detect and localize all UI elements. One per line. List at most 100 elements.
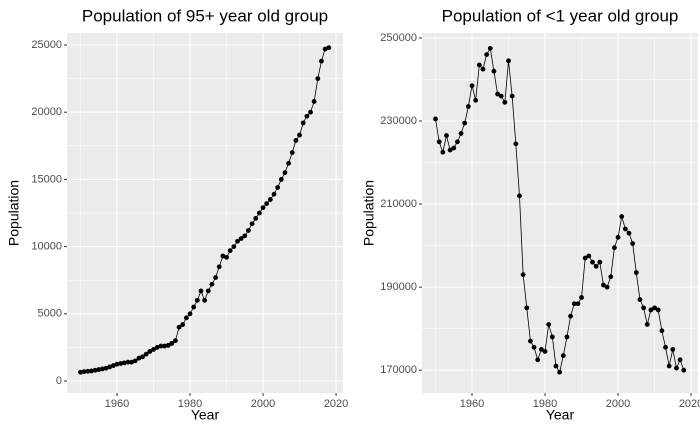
data-point — [513, 141, 519, 147]
data-point — [458, 131, 464, 136]
data-point — [235, 238, 240, 244]
x-tick-label: 1980 — [178, 398, 202, 410]
data-point — [267, 197, 273, 202]
data-point — [586, 253, 592, 259]
data-point — [264, 201, 270, 206]
data-point — [308, 109, 313, 115]
data-point — [531, 344, 537, 350]
y-tick-label: 25000 — [31, 39, 62, 51]
data-point — [590, 259, 595, 265]
data-point — [564, 334, 570, 340]
x-tick-label: 1960 — [460, 398, 484, 410]
data-point — [582, 255, 588, 261]
data-point — [271, 191, 277, 197]
data-point — [194, 297, 200, 303]
data-point — [107, 364, 113, 370]
y-axis-label: Population — [6, 180, 22, 246]
data-point — [278, 177, 284, 182]
data-point — [158, 343, 164, 349]
data-point — [304, 113, 310, 119]
data-point — [100, 366, 105, 372]
data-point — [549, 334, 555, 340]
data-point — [147, 349, 153, 354]
data-point — [162, 343, 167, 349]
data-point — [282, 170, 288, 176]
data-point — [326, 45, 332, 51]
data-point — [286, 160, 292, 166]
data-point — [498, 93, 504, 99]
x-tick-label: 2000 — [606, 398, 630, 410]
y-axis-label: Population — [361, 180, 377, 246]
data-point — [593, 263, 599, 269]
data-point — [187, 311, 193, 317]
data-point — [191, 304, 197, 310]
data-point — [183, 315, 189, 321]
data-point — [260, 205, 266, 211]
data-point — [666, 363, 672, 369]
data-point — [455, 139, 460, 145]
data-point — [568, 313, 573, 319]
data-point — [608, 274, 614, 280]
data-point — [579, 295, 584, 300]
data-point — [451, 145, 457, 151]
y-tick-label: 190000 — [380, 281, 417, 293]
data-point — [81, 369, 87, 374]
data-point — [224, 254, 229, 260]
data-point — [433, 116, 438, 122]
x-tick-label: 2020 — [679, 398, 700, 410]
data-point — [180, 322, 186, 327]
data-point — [524, 305, 530, 311]
y-tick-label: 210000 — [380, 198, 417, 210]
data-point — [176, 324, 182, 330]
data-point — [495, 91, 500, 97]
data-point — [297, 132, 302, 138]
data-point — [535, 357, 541, 363]
data-point — [509, 93, 515, 99]
data-point — [571, 301, 577, 307]
data-point — [502, 99, 508, 105]
data-point — [169, 340, 175, 346]
data-point — [289, 150, 295, 155]
data-point — [253, 215, 259, 221]
data-point — [256, 210, 262, 216]
x-tick-label: 1960 — [105, 398, 129, 410]
y-tick-label: 0 — [56, 375, 62, 387]
data-point — [462, 120, 468, 126]
data-point — [560, 353, 566, 359]
data-point — [205, 288, 211, 294]
y-tick-label: 15000 — [31, 173, 62, 185]
data-point — [165, 342, 171, 348]
data-point — [476, 62, 482, 68]
data-point — [663, 344, 668, 350]
data-point — [528, 338, 533, 344]
y-tick-label: 170000 — [380, 364, 417, 376]
data-point — [436, 139, 442, 145]
data-point — [227, 248, 233, 254]
y-tick-label: 5000 — [38, 308, 62, 320]
data-point — [520, 272, 526, 278]
data-point — [447, 147, 453, 153]
data-point — [597, 259, 603, 265]
data-point — [311, 99, 317, 104]
data-point — [118, 361, 124, 366]
data-point — [322, 46, 328, 52]
data-point — [249, 221, 255, 227]
data-point — [557, 369, 563, 375]
data-point — [132, 358, 138, 364]
data-point — [681, 367, 687, 373]
data-point — [216, 264, 222, 270]
data-point — [89, 368, 94, 374]
data-point — [473, 97, 479, 103]
x-tick-label: 2000 — [251, 398, 275, 410]
data-point — [110, 363, 116, 368]
data-point — [480, 66, 486, 72]
data-point — [487, 45, 493, 51]
data-point — [542, 349, 548, 354]
data-point — [465, 104, 471, 109]
x-axis-label: Year — [191, 407, 220, 423]
y-tick-label: 230000 — [380, 115, 417, 127]
data-point — [440, 149, 446, 155]
data-point — [517, 193, 522, 199]
data-point — [575, 301, 581, 307]
data-point — [231, 244, 237, 249]
